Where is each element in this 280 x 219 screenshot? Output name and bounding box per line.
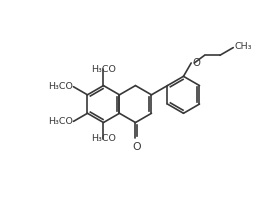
Text: H₃CO: H₃CO (91, 65, 116, 74)
Text: O: O (193, 58, 201, 68)
Text: O: O (132, 142, 141, 152)
Text: CH₃: CH₃ (235, 42, 252, 51)
Text: H₃CO: H₃CO (48, 117, 73, 126)
Text: H₃CO: H₃CO (91, 134, 116, 143)
Text: H₃CO: H₃CO (48, 82, 73, 91)
